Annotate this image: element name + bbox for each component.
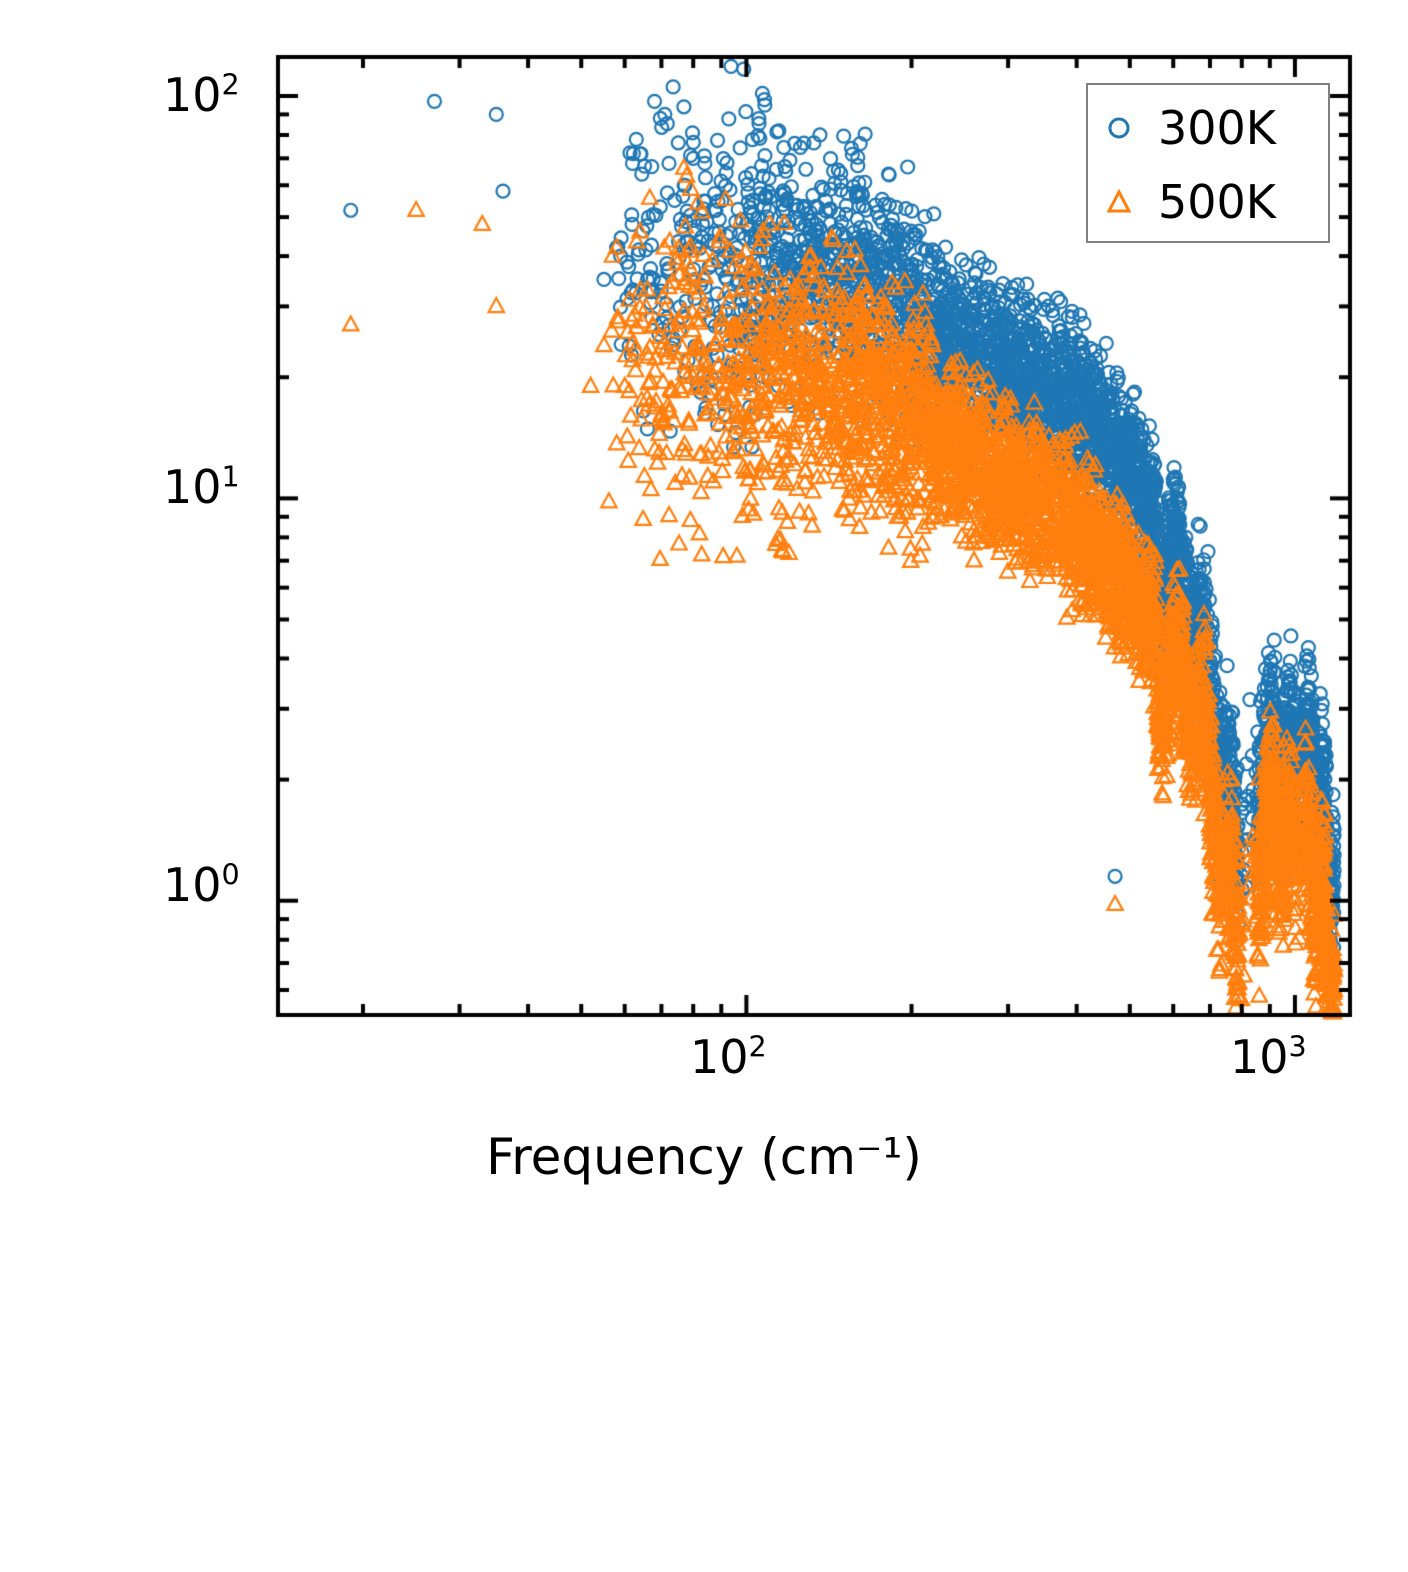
x-tick-label-0: 102	[690, 1030, 767, 1084]
legend-entry-300k: 300K	[1088, 91, 1332, 165]
legend-entry-500k: 500K	[1088, 165, 1332, 239]
x-axis-title: Frequency (cm⁻¹)	[486, 1128, 922, 1186]
legend-label-300k: 300K	[1158, 101, 1276, 155]
y-tick-label-2: 100	[163, 858, 240, 912]
triangle-marker-icon	[1088, 187, 1150, 217]
y-tick-label-1: 101	[163, 460, 240, 514]
circle-marker-icon	[1088, 113, 1150, 143]
legend-label-500k: 500K	[1158, 175, 1276, 229]
y-tick-label-0: 102	[163, 68, 240, 122]
phonon-lifetime-figure: Frequency (cm⁻¹) Lifetime (ps) 102103102…	[0, 0, 1408, 1265]
x-tick-label-1: 103	[1230, 1030, 1307, 1084]
legend: 300K 500K	[1086, 83, 1330, 243]
